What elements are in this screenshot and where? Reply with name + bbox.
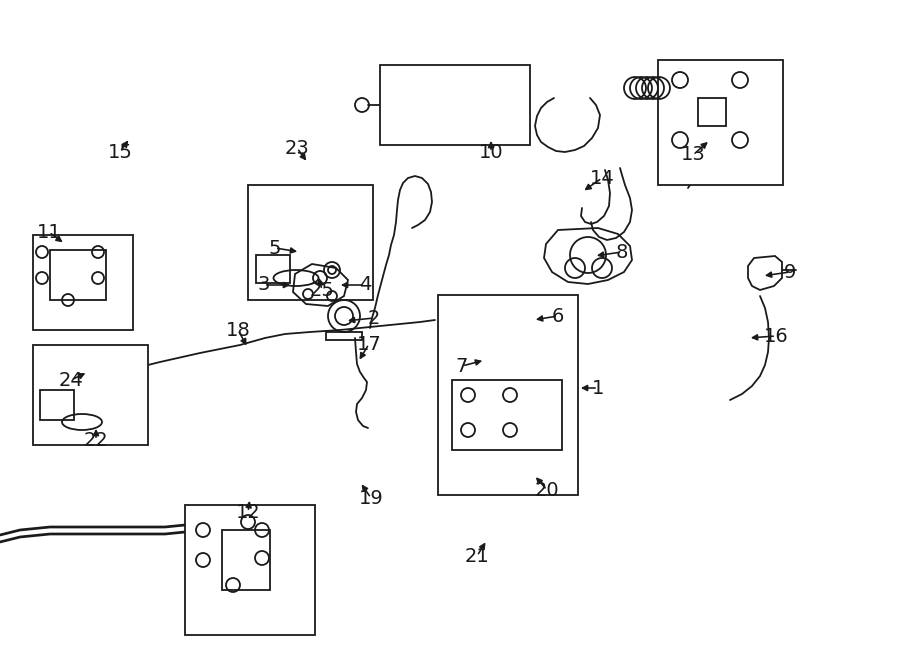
Text: 20: 20 xyxy=(535,481,559,500)
Text: 19: 19 xyxy=(358,488,383,508)
Text: 25: 25 xyxy=(310,280,335,299)
Text: 3: 3 xyxy=(257,276,270,295)
Text: 4: 4 xyxy=(359,276,371,295)
Text: 17: 17 xyxy=(356,334,382,354)
Text: 2: 2 xyxy=(368,309,380,327)
Bar xyxy=(33,345,148,445)
Bar xyxy=(658,60,783,185)
Bar xyxy=(452,380,562,450)
Text: 22: 22 xyxy=(84,430,108,449)
Text: 14: 14 xyxy=(590,169,615,188)
Text: 23: 23 xyxy=(284,139,310,157)
Text: 13: 13 xyxy=(680,145,706,165)
Bar xyxy=(50,250,106,300)
Bar xyxy=(222,530,270,590)
Text: 16: 16 xyxy=(763,327,788,346)
Bar xyxy=(693,130,709,152)
Bar xyxy=(380,65,530,145)
Text: 9: 9 xyxy=(784,262,796,282)
Text: 7: 7 xyxy=(455,356,468,375)
Text: 5: 5 xyxy=(269,239,281,258)
Text: 12: 12 xyxy=(236,502,260,522)
Text: 24: 24 xyxy=(58,371,84,389)
Text: 10: 10 xyxy=(479,143,503,161)
Bar xyxy=(33,235,133,330)
Text: 8: 8 xyxy=(616,243,628,262)
Text: 21: 21 xyxy=(464,547,490,566)
Text: 6: 6 xyxy=(552,307,564,325)
Bar xyxy=(40,390,74,420)
Bar xyxy=(185,505,315,635)
Text: 11: 11 xyxy=(37,223,61,241)
Bar xyxy=(326,332,362,340)
Bar xyxy=(438,295,578,495)
Text: 1: 1 xyxy=(592,379,604,397)
Bar xyxy=(698,98,726,126)
Text: 15: 15 xyxy=(108,143,132,161)
Text: 18: 18 xyxy=(226,321,250,340)
Bar xyxy=(248,185,373,300)
Bar xyxy=(256,255,290,283)
